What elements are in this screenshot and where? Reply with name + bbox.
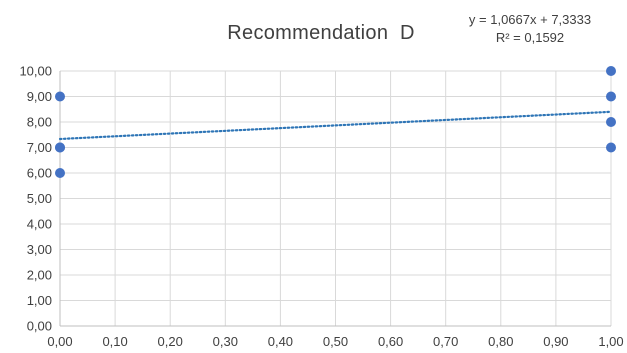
data-points <box>55 66 616 178</box>
x-tick-label: 0,80 <box>488 334 513 349</box>
axes <box>59 71 611 327</box>
x-tick-label: 0,70 <box>433 334 458 349</box>
y-tick-label: 10,00 <box>19 64 52 79</box>
x-tick-label: 0,00 <box>47 334 72 349</box>
data-point <box>55 91 65 102</box>
x-tick-label: 0,90 <box>543 334 568 349</box>
y-tick-label: 0,00 <box>27 319 52 334</box>
y-tick-label: 8,00 <box>27 115 52 130</box>
data-point <box>606 66 616 76</box>
x-tick-label: 0,30 <box>213 334 238 349</box>
trendline <box>58 110 613 141</box>
y-tick-label: 9,00 <box>27 89 52 104</box>
trendline-r-squared: R² = 0,1592 <box>495 30 565 45</box>
x-tick-label: 1,00 <box>598 334 623 349</box>
x-tick-label: 0,60 <box>378 334 403 349</box>
data-point <box>55 142 65 153</box>
grid-lines <box>60 70 612 326</box>
data-point <box>606 142 616 153</box>
y-tick-label: 4,00 <box>27 217 52 232</box>
trendline-path <box>58 110 613 141</box>
y-tick-label: 3,00 <box>27 242 52 257</box>
data-point <box>606 91 616 102</box>
y-tick-label: 1,00 <box>27 293 52 308</box>
data-point <box>606 117 616 127</box>
y-tick-label: 5,00 <box>27 191 52 206</box>
y-tick-label: 6,00 <box>27 166 52 181</box>
y-tick-label: 2,00 <box>27 268 52 283</box>
x-tick-label: 0,50 <box>323 334 348 349</box>
y-tick-label: 7,00 <box>27 140 52 155</box>
x-tick-label: 0,10 <box>102 334 127 349</box>
y-axis-tick-labels: 0,00 1,00 2,00 3,00 4,00 5,00 6,00 7,00 8,00 9,00… <box>19 64 52 334</box>
x-tick-label: 0,20 <box>158 334 183 349</box>
data-point <box>55 168 65 178</box>
x-tick-label: 0,40 <box>268 334 293 349</box>
chart-title: Recommendation D <box>227 22 415 44</box>
trendline-equation: y = 1,0667x + 7,3333 <box>468 12 592 27</box>
x-axis-tick-labels: 0,00 0,10 0,20 0,30 0,40 0,50 0,60 0,70 0,80 0,90… <box>47 334 623 349</box>
